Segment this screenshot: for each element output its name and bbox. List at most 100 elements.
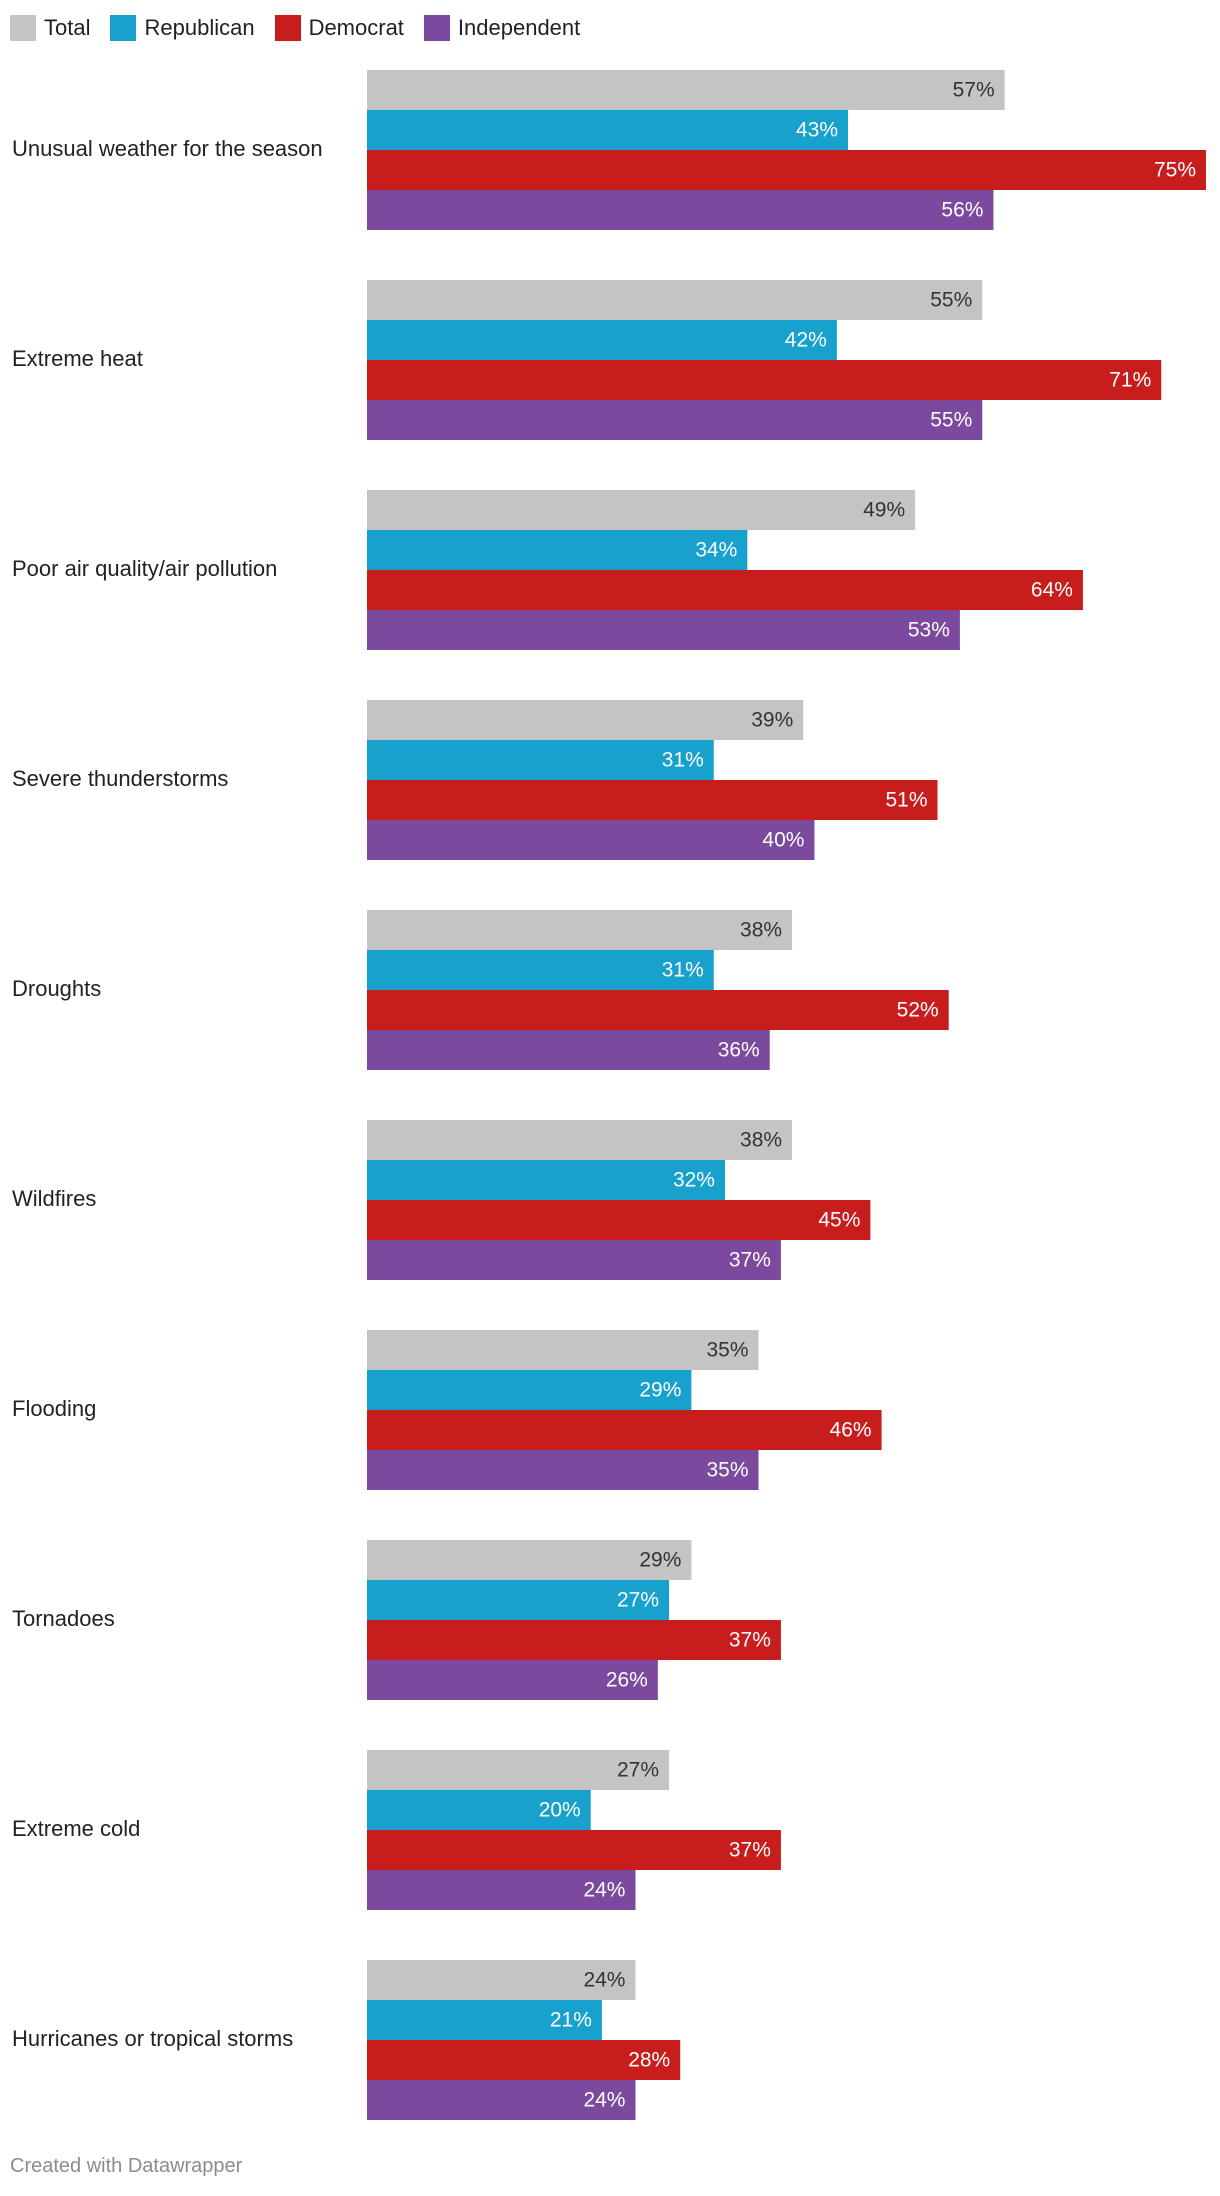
bar-independent [367, 1030, 770, 1070]
legend-label: Total [44, 15, 91, 40]
data-label-republican: 43% [796, 119, 838, 142]
legend-swatch-republican [110, 15, 137, 41]
data-label-independent: 24% [583, 2089, 625, 2112]
legend-swatch-independent [423, 15, 450, 41]
data-label-republican: 31% [662, 959, 704, 982]
data-label-independent: 26% [606, 1669, 648, 1692]
bar-republican [367, 1370, 692, 1410]
bar-democrat [367, 780, 938, 820]
bar-republican [367, 320, 837, 360]
data-label-total: 27% [617, 1759, 659, 1782]
bar-total [367, 1540, 692, 1580]
bar-chart-plot: Unusual weather for the season 57% 43% 75% 5… [12, 70, 1206, 2120]
data-label-democrat: 28% [628, 2049, 670, 2072]
bar-total [367, 70, 1005, 110]
bar-total [367, 280, 983, 320]
data-label-democrat: 51% [885, 789, 927, 812]
legend-item-total: Total [10, 15, 90, 41]
legend-label: Republican [144, 15, 255, 40]
data-label-independent: 56% [941, 199, 983, 222]
bar-independent [367, 2080, 636, 2120]
category-label: Hurricanes or tropical storms [12, 2026, 293, 2051]
bar-democrat [367, 990, 949, 1030]
bar-republican [367, 1790, 591, 1830]
legend: Total Republican Democrat Independent [10, 12, 600, 44]
category-label: Droughts [12, 976, 101, 1001]
category-label: Unusual weather for the season [12, 136, 323, 161]
bar-independent [367, 400, 983, 440]
data-label-independent: 24% [583, 1879, 625, 1902]
data-label-republican: 31% [662, 749, 704, 772]
data-label-democrat: 46% [830, 1419, 872, 1442]
category-label: Severe thunderstorms [12, 766, 228, 791]
legend-item-republican: Republican [110, 15, 255, 41]
data-label-republican: 29% [639, 1379, 681, 1402]
data-label-independent: 55% [930, 409, 972, 432]
data-label-republican: 42% [785, 329, 827, 352]
legend-item-democrat: Democrat [274, 15, 404, 41]
data-label-total: 38% [740, 1129, 782, 1152]
data-label-democrat: 37% [729, 1629, 771, 1652]
data-label-total: 29% [639, 1549, 681, 1572]
data-label-republican: 20% [539, 1799, 581, 1822]
bar-republican [367, 740, 714, 780]
bar-total [367, 1120, 793, 1160]
data-label-independent: 40% [762, 829, 804, 852]
data-label-total: 49% [863, 499, 905, 522]
bar-independent [367, 610, 960, 650]
bar-democrat [367, 150, 1206, 190]
data-label-republican: 32% [673, 1169, 715, 1192]
data-label-total: 55% [930, 289, 972, 312]
bar-total [367, 490, 916, 530]
legend-label: Independent [457, 15, 581, 40]
bar-republican [367, 1160, 725, 1200]
data-label-democrat: 75% [1154, 159, 1196, 182]
bar-democrat [367, 570, 1083, 610]
bar-total [367, 1330, 759, 1370]
bar-republican [367, 110, 849, 150]
category-label: Extreme cold [12, 1816, 140, 1841]
category-label: Tornadoes [12, 1606, 115, 1631]
data-label-total: 38% [740, 919, 782, 942]
credit-footer: Created with Datawrapper [10, 2155, 243, 2177]
bar-total [367, 700, 804, 740]
bar-democrat [367, 1620, 781, 1660]
data-label-total: 57% [953, 79, 995, 102]
data-label-republican: 34% [695, 539, 737, 562]
bar-republican [367, 2000, 602, 2040]
legend-swatch-total [10, 15, 36, 41]
legend-item-independent: Independent [423, 15, 581, 41]
category-label: Flooding [12, 1396, 96, 1421]
data-label-independent: 35% [707, 1459, 749, 1482]
data-label-republican: 21% [550, 2009, 592, 2032]
category-label: Extreme heat [12, 346, 143, 371]
data-label-democrat: 37% [729, 1839, 771, 1862]
bar-democrat [367, 360, 1162, 400]
bar-democrat [367, 1200, 871, 1240]
bar-independent [367, 1240, 781, 1280]
bar-independent [367, 1870, 636, 1910]
bar-democrat [367, 1410, 882, 1450]
data-label-independent: 37% [729, 1249, 771, 1272]
bar-republican [367, 530, 748, 570]
category-label: Wildfires [12, 1186, 96, 1211]
data-label-democrat: 64% [1031, 579, 1073, 602]
data-label-independent: 53% [908, 619, 950, 642]
data-label-democrat: 45% [818, 1209, 860, 1232]
data-label-independent: 36% [718, 1039, 760, 1062]
bar-democrat [367, 1830, 781, 1870]
data-label-total: 39% [751, 709, 793, 732]
bar-democrat [367, 2040, 681, 2080]
legend-label: Democrat [308, 15, 404, 40]
data-label-democrat: 52% [897, 999, 939, 1022]
data-label-democrat: 71% [1109, 369, 1151, 392]
bar-total [367, 1750, 670, 1790]
bar-independent [367, 1450, 759, 1490]
bar-independent [367, 190, 994, 230]
bar-independent [367, 1660, 658, 1700]
bar-total [367, 1960, 636, 2000]
legend-swatch-democrat [274, 15, 301, 41]
category-label: Poor air quality/air pollution [12, 556, 277, 581]
data-label-total: 35% [707, 1339, 749, 1362]
